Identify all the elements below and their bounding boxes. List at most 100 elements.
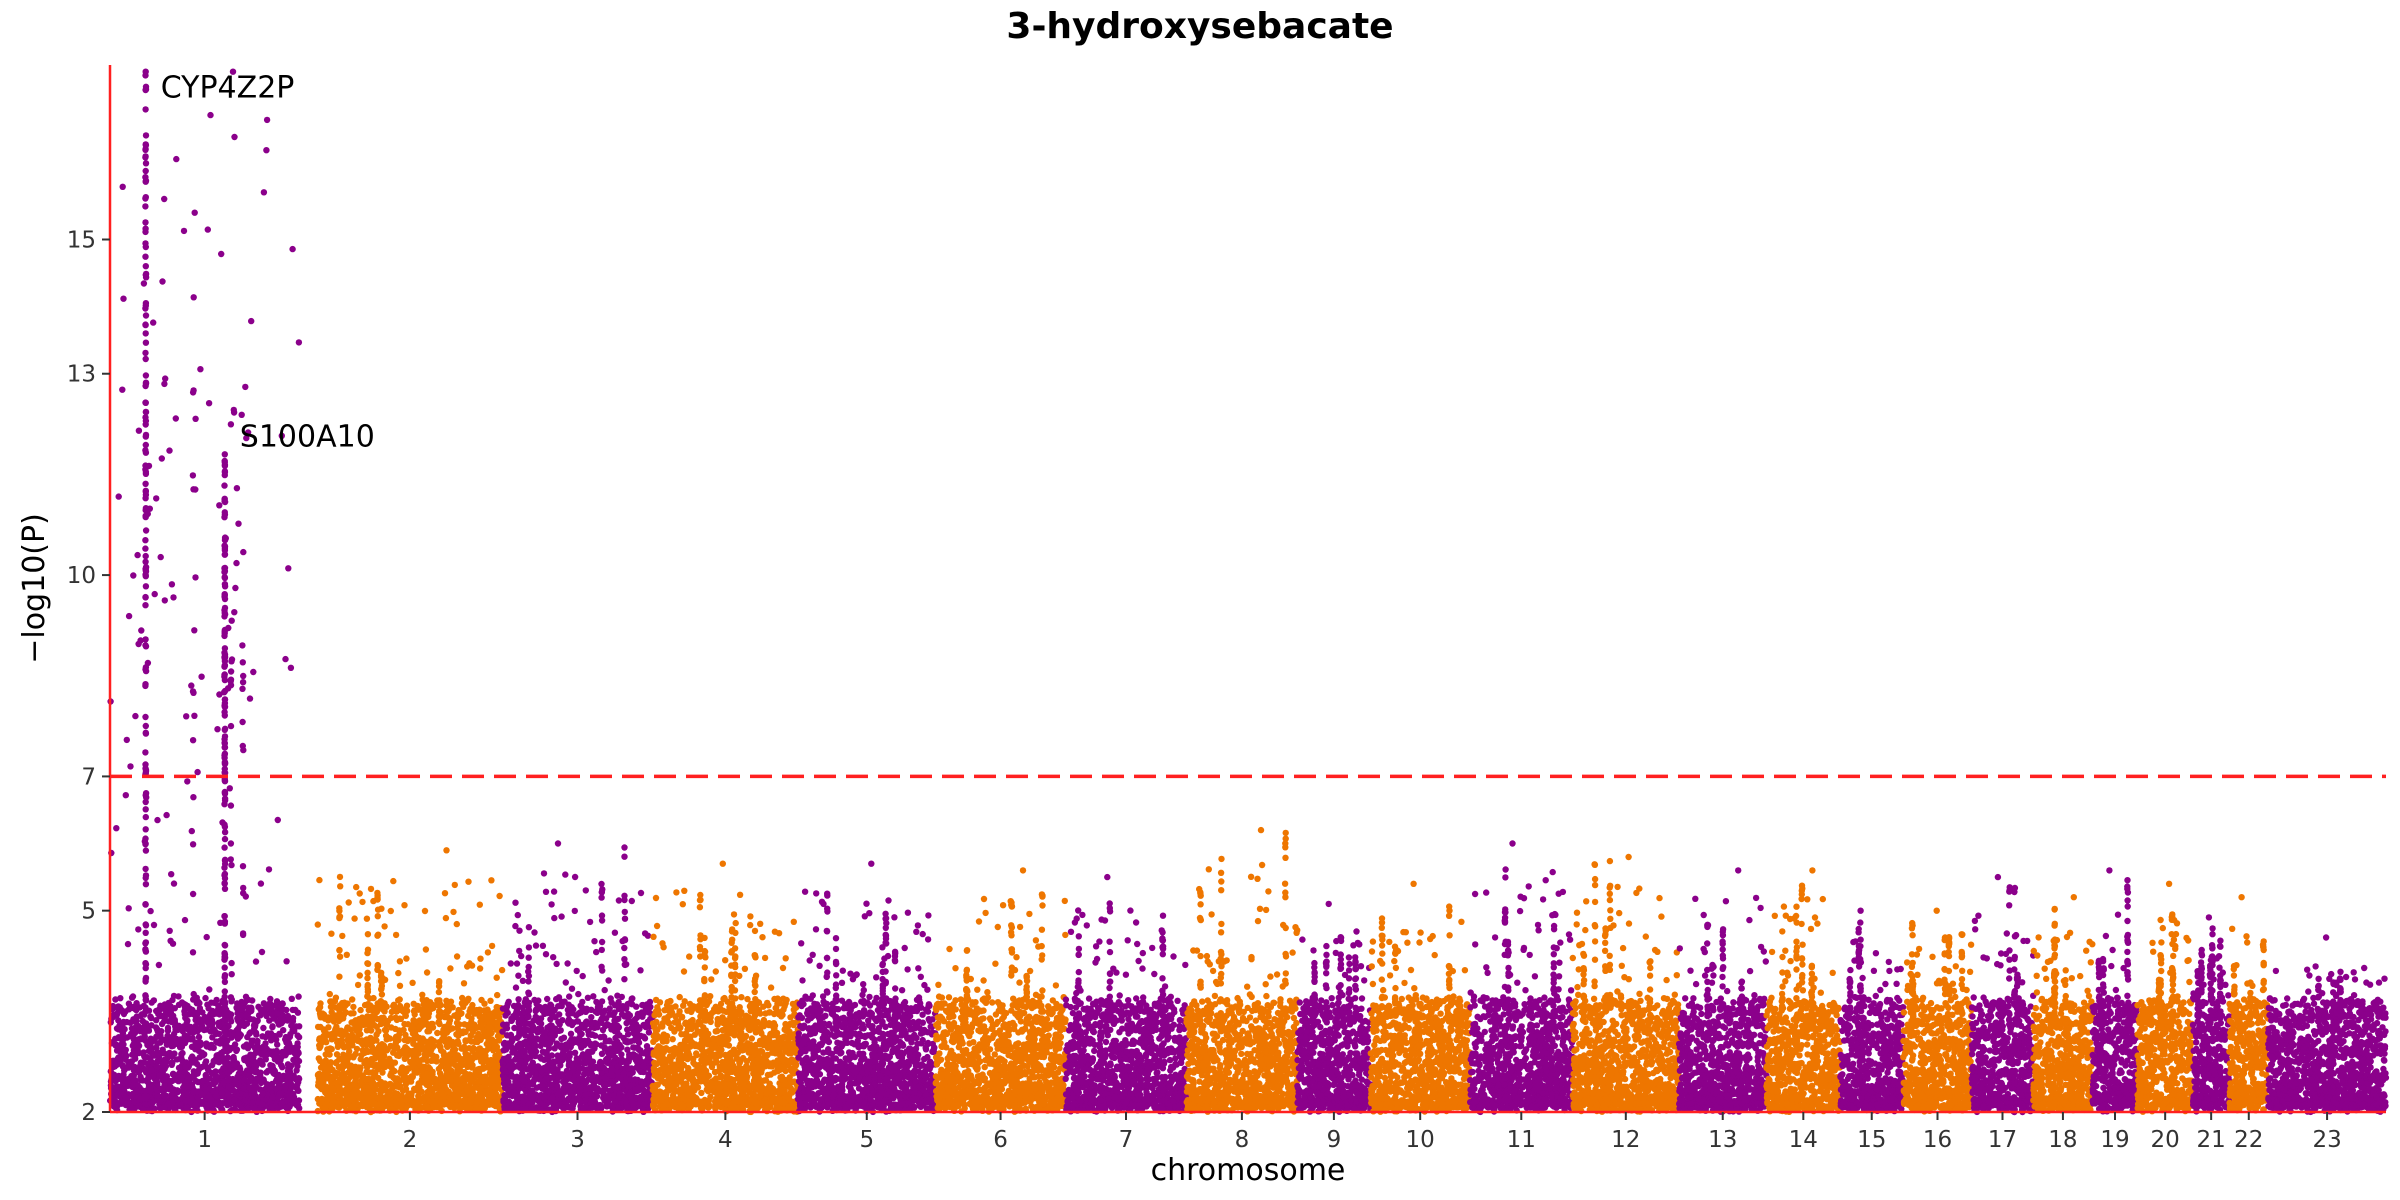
data-point [339, 1037, 345, 1043]
data-point [549, 1095, 555, 1101]
data-point [189, 1035, 195, 1041]
data-point [402, 1053, 408, 1059]
data-point [110, 1095, 116, 1101]
data-point [275, 817, 281, 823]
data-point [397, 958, 403, 964]
data-point [440, 1078, 446, 1084]
data-point [260, 1025, 266, 1031]
data-point [467, 1097, 473, 1103]
data-point [333, 995, 339, 1001]
data-point [161, 196, 167, 202]
data-point [292, 1007, 298, 1013]
data-point [235, 521, 241, 527]
data-point [509, 1037, 515, 1043]
data-point [483, 1058, 489, 1064]
data-point [245, 1045, 251, 1051]
data-point [622, 961, 628, 967]
data-point [566, 993, 572, 999]
data-point [196, 1066, 202, 1072]
data-point [114, 1012, 120, 1018]
data-point [125, 1064, 131, 1070]
data-point [315, 1082, 321, 1088]
data-point [488, 1075, 494, 1081]
data-point [348, 1019, 354, 1025]
data-point [572, 874, 578, 880]
data-point [159, 1066, 165, 1072]
data-point [251, 1105, 257, 1111]
data-point [508, 960, 514, 966]
data-point [231, 1062, 237, 1068]
data-point [345, 1044, 351, 1050]
data-point [426, 1049, 432, 1055]
data-point [228, 421, 234, 427]
data-point [135, 926, 141, 932]
data-point [546, 1008, 552, 1014]
data-point [419, 1056, 425, 1062]
data-point [382, 1080, 388, 1086]
data-point [470, 1048, 476, 1054]
data-point [228, 856, 234, 862]
data-point [277, 1090, 283, 1096]
data-point [487, 998, 493, 1004]
data-point [345, 1062, 351, 1068]
data-point [315, 1024, 321, 1030]
data-point [205, 226, 211, 232]
data-point [410, 1030, 416, 1036]
data-point [295, 1088, 301, 1094]
data-point [279, 1101, 285, 1107]
data-point [560, 1050, 566, 1056]
data-point [317, 1010, 323, 1016]
data-point [182, 1069, 188, 1075]
data-point [137, 1013, 143, 1019]
data-point [366, 1090, 372, 1096]
data-point [496, 893, 502, 899]
data-point [272, 1051, 278, 1057]
data-point [598, 894, 604, 900]
data-point [274, 998, 280, 1004]
data-point [375, 913, 381, 919]
data-point [205, 1066, 211, 1072]
data-point [112, 1036, 118, 1042]
data-point [253, 1068, 259, 1074]
data-point [384, 1047, 390, 1053]
data-point [462, 1000, 468, 1006]
data-point [351, 1053, 357, 1059]
data-point [466, 1083, 472, 1089]
data-point [642, 1035, 648, 1041]
data-point [505, 1091, 511, 1097]
data-point [242, 384, 248, 390]
data-point [322, 1086, 328, 1092]
data-point [231, 609, 237, 615]
data-point [165, 1101, 171, 1107]
data-point [248, 318, 254, 324]
data-point [181, 228, 187, 234]
data-point [437, 1044, 443, 1050]
data-point [171, 1050, 177, 1056]
data-point [610, 1067, 616, 1073]
data-point [359, 1103, 365, 1109]
data-point [403, 1013, 409, 1019]
data-point [588, 1014, 594, 1020]
data-point [360, 1074, 366, 1080]
data-point [421, 1001, 427, 1007]
data-point [428, 1058, 434, 1064]
data-point [127, 1033, 133, 1039]
data-point [364, 993, 370, 999]
data-point [254, 1038, 260, 1044]
data-point [458, 1091, 464, 1097]
data-point [388, 908, 394, 914]
data-point [261, 189, 267, 195]
data-point [410, 1051, 416, 1057]
data-point [329, 1009, 335, 1015]
data-point [554, 1040, 560, 1046]
data-point [550, 1032, 556, 1038]
data-point [202, 995, 208, 1001]
data-point [192, 574, 198, 580]
data-point [569, 1004, 575, 1010]
data-point [218, 251, 224, 257]
data-point [206, 400, 212, 406]
data-point [185, 1083, 191, 1089]
data-point [537, 1100, 543, 1106]
data-point [579, 1005, 585, 1011]
data-point [266, 1086, 272, 1092]
